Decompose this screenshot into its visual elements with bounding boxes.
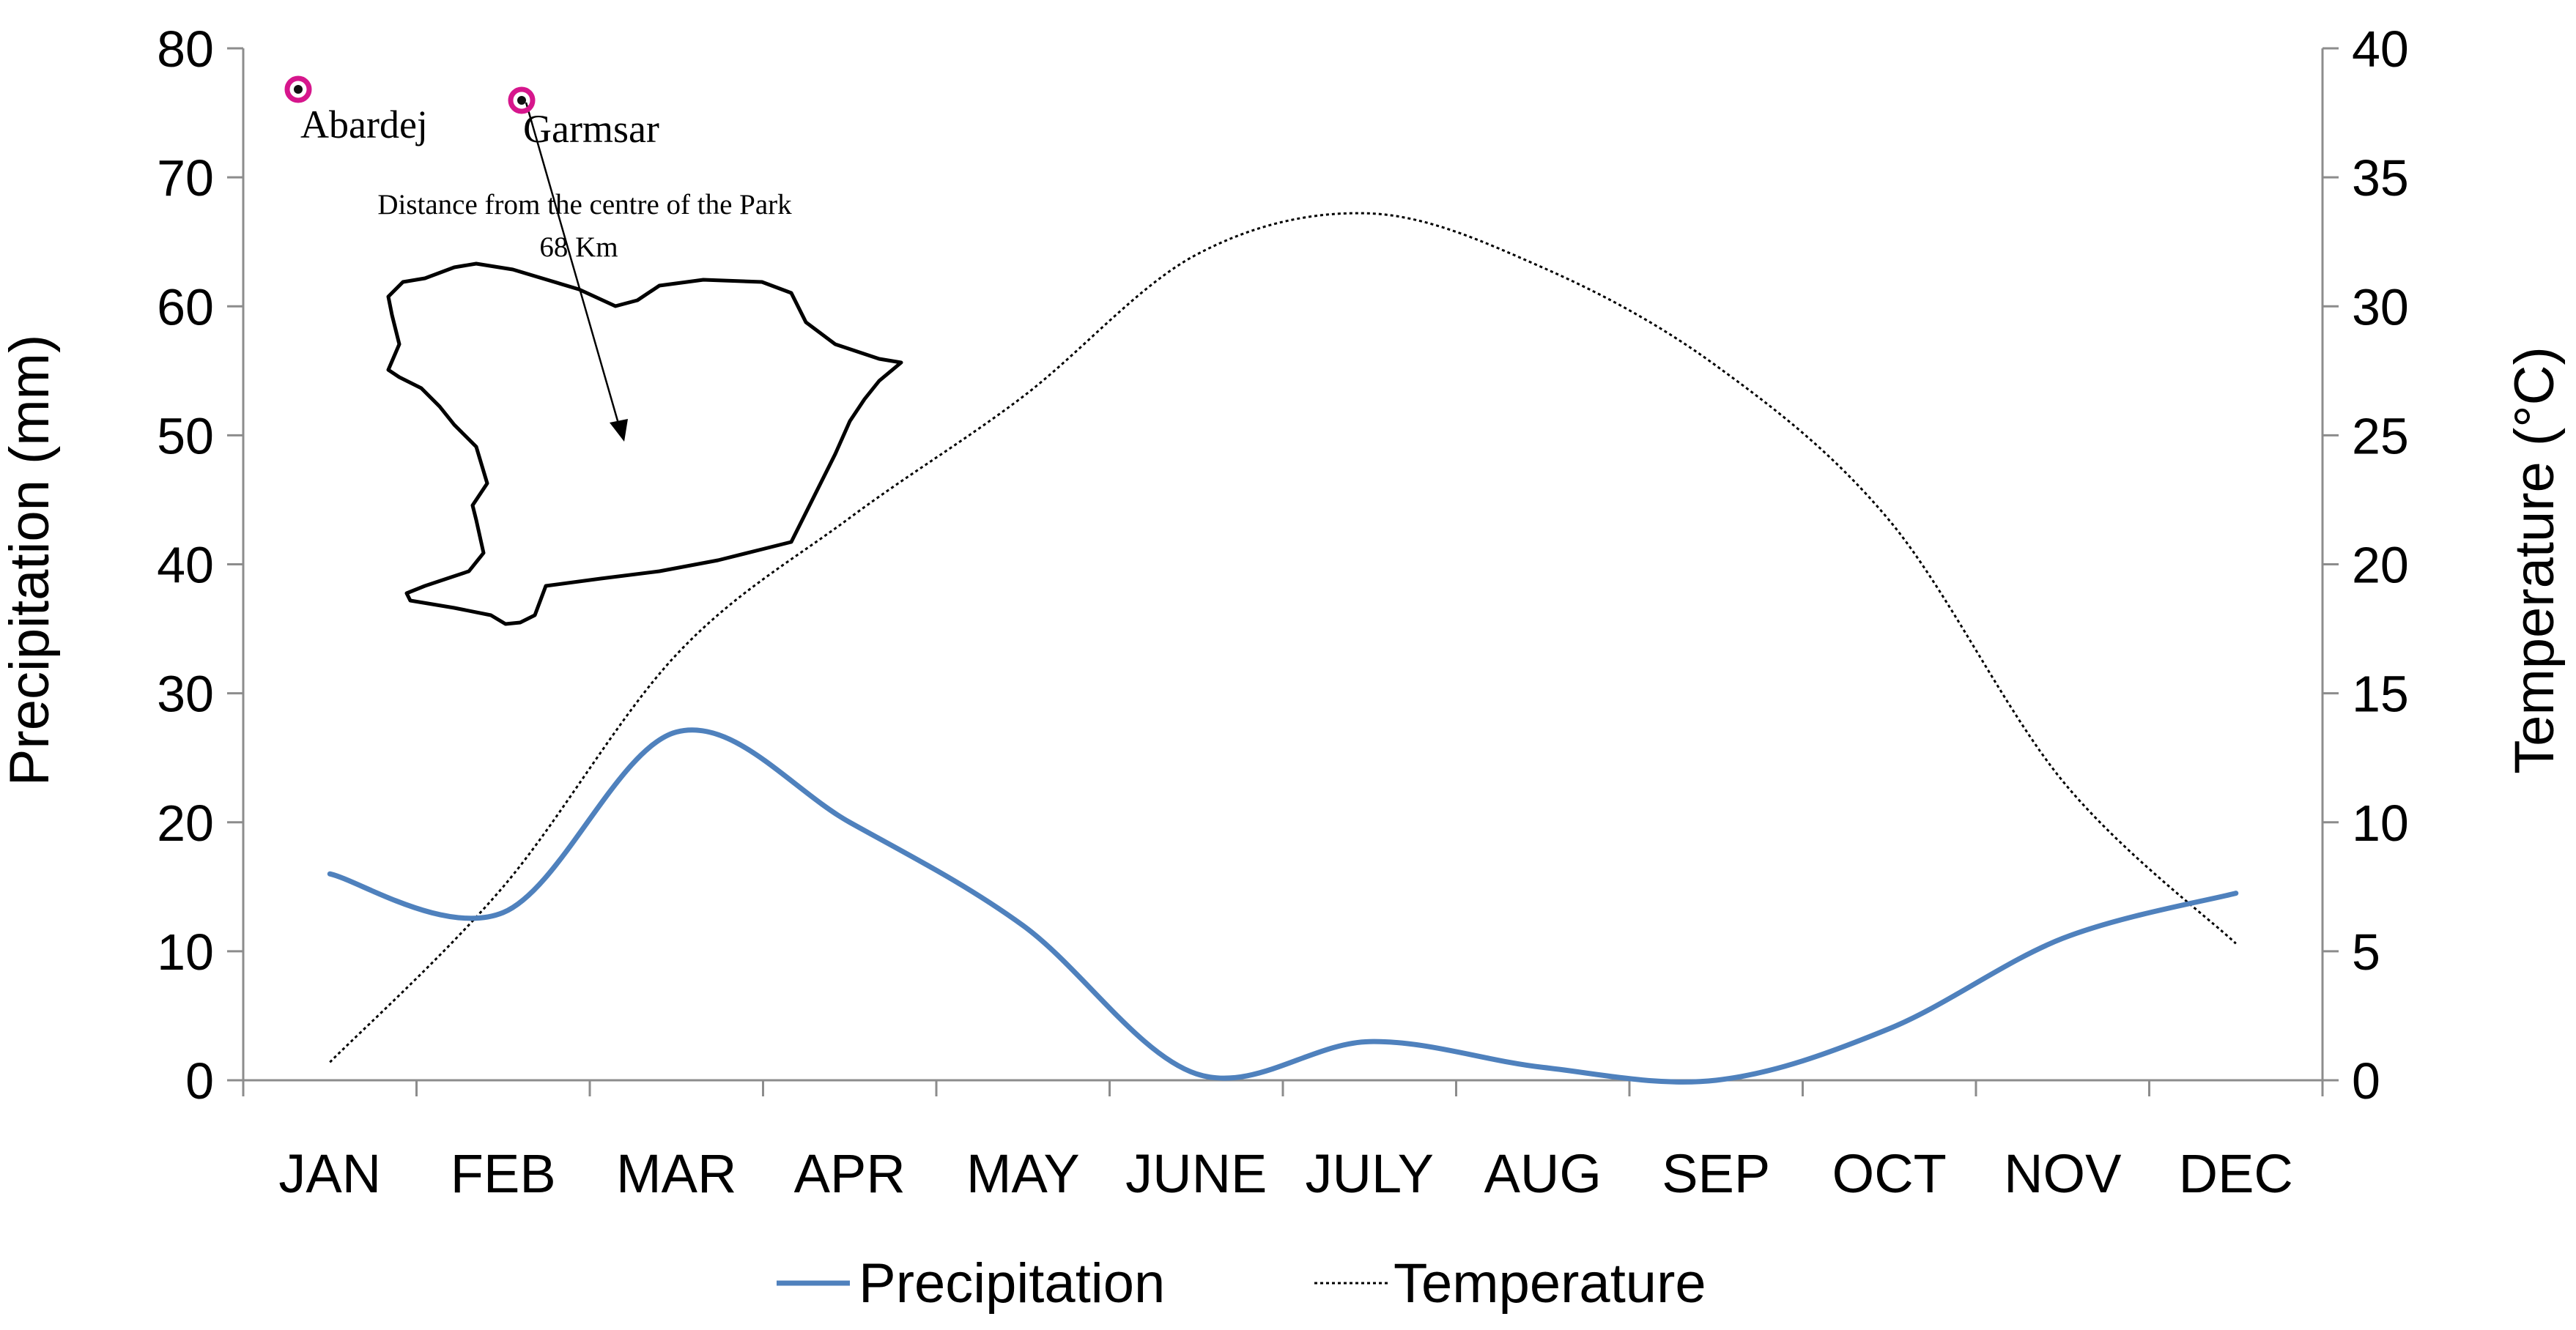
right-y-tick-label: 10 [2352, 795, 2409, 852]
abardej-marker-ring [284, 75, 312, 103]
left-y-tick-label: 10 [157, 924, 214, 981]
x-category-label: JUNE [1125, 1143, 1267, 1204]
right-y-tick-label: 40 [2352, 21, 2409, 78]
right-y-tick-label: 5 [2352, 924, 2380, 981]
right-y-tick-label: 15 [2352, 666, 2409, 723]
x-category-label: AUG [1484, 1143, 1602, 1204]
legend-label-precipitation: Precipitation [859, 1252, 1165, 1315]
left-y-tick-label: 60 [157, 278, 214, 335]
left-y-tick-label: 80 [157, 21, 214, 78]
legend-label-temperature: Temperature [1394, 1252, 1706, 1315]
right-y-tick-label: 25 [2352, 407, 2409, 464]
station-label-abardej: Abardej [300, 103, 428, 146]
temperature-series-line [329, 212, 2237, 1063]
distance-arrow-head [610, 419, 628, 442]
x-category-label: JAN [278, 1143, 381, 1204]
x-category-label: SEP [1662, 1143, 1770, 1204]
station-label-garmsar: Garmsar [523, 107, 659, 151]
distance-annotation-line2: 68 Km [539, 231, 618, 263]
x-category-label: JULY [1306, 1143, 1434, 1204]
precipitation-series-line [327, 727, 2239, 1085]
left-axis-title: Precipitation (mm) [0, 335, 61, 787]
left-y-tick-label: 0 [185, 1052, 214, 1110]
left-y-tick-label: 20 [157, 795, 214, 852]
x-category-label: FEB [451, 1143, 556, 1204]
left-y-tick-label: 50 [157, 407, 214, 464]
distance-annotation-line1: Distance from the centre of the Park [377, 189, 792, 220]
garmsar-marker-ring [508, 86, 536, 114]
garmsar-marker-dot [517, 96, 526, 105]
right-y-tick-label: 35 [2352, 149, 2409, 207]
x-category-label: DEC [2179, 1143, 2293, 1204]
right-y-tick-label: 30 [2352, 278, 2409, 335]
x-category-label: MAY [966, 1143, 1080, 1204]
left-y-tick-label: 30 [157, 666, 214, 723]
right-y-tick-label: 20 [2352, 537, 2409, 594]
series-layer [327, 212, 2239, 1085]
x-category-label: NOV [2004, 1143, 2122, 1204]
x-category-label: MAR [616, 1143, 736, 1204]
right-y-tick-label: 0 [2352, 1052, 2380, 1110]
park-boundary-shape [386, 261, 903, 626]
right-axis-title: Temperature (°C) [2503, 346, 2566, 774]
inset-map: Abardej Garmsar Distance from the centre… [284, 75, 903, 626]
distance-arrow-line [525, 102, 623, 434]
x-category-label: OCT [1832, 1143, 1947, 1204]
left-y-tick-label: 70 [157, 149, 214, 207]
tick-group: 0 10 20 30 40 50 60 70 80 0 5 10 15 20 25 30 35 40 JAN FEB M… [157, 21, 2409, 1204]
left-y-tick-label: 40 [157, 537, 214, 594]
abardej-marker-dot [294, 85, 303, 94]
legend: Precipitation Temperature [777, 1252, 1706, 1315]
x-category-label: APR [794, 1143, 906, 1204]
